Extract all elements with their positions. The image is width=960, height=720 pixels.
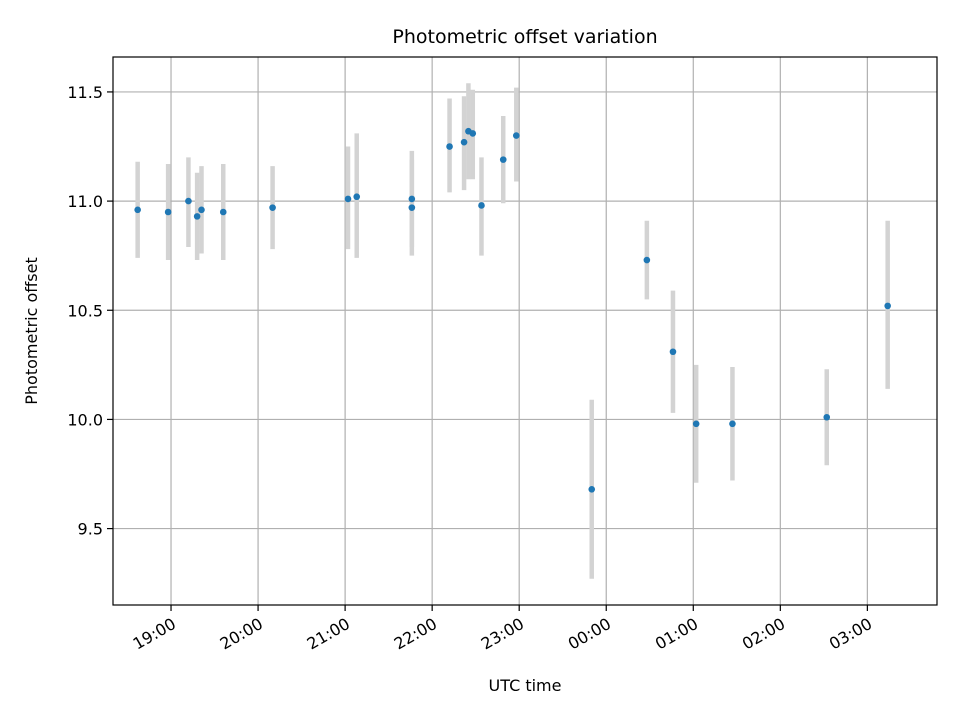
data-point <box>269 204 276 211</box>
chart-title: Photometric offset variation <box>392 26 657 48</box>
y-tick-label: 11.5 <box>67 83 103 102</box>
data-point <box>198 206 205 214</box>
y-tick-label: 10.5 <box>67 301 103 320</box>
data-point <box>408 204 416 211</box>
data-point <box>164 208 172 216</box>
y-axis: 9.5 10.0 10.5 11.0 11.5 <box>67 83 113 539</box>
data-point <box>478 202 485 209</box>
data-point <box>669 348 677 356</box>
y-tick-label: 11.0 <box>67 192 103 211</box>
data-point <box>469 130 477 137</box>
data-point <box>353 193 361 201</box>
y-axis-label: Photometric offset <box>22 257 41 405</box>
data-point <box>692 420 700 428</box>
data-point <box>408 195 416 203</box>
data-point <box>460 138 468 146</box>
grid <box>113 57 937 605</box>
data-point <box>446 143 453 150</box>
y-tick-label: 9.5 <box>78 520 103 539</box>
x-axis-label: UTC time <box>489 676 562 695</box>
y-tick-label: 10.0 <box>67 410 103 429</box>
data-point <box>823 413 831 421</box>
data-point <box>219 208 227 216</box>
data-point <box>884 302 891 310</box>
data-point <box>499 156 507 163</box>
data-point <box>512 132 520 139</box>
data-point <box>729 420 736 428</box>
data-point <box>344 195 352 203</box>
data-points <box>134 127 891 493</box>
data-point <box>643 256 651 264</box>
data-point <box>134 206 141 214</box>
data-point <box>185 197 192 205</box>
data-point <box>588 485 596 493</box>
data-point <box>193 213 201 220</box>
plot-frame <box>112 56 938 606</box>
